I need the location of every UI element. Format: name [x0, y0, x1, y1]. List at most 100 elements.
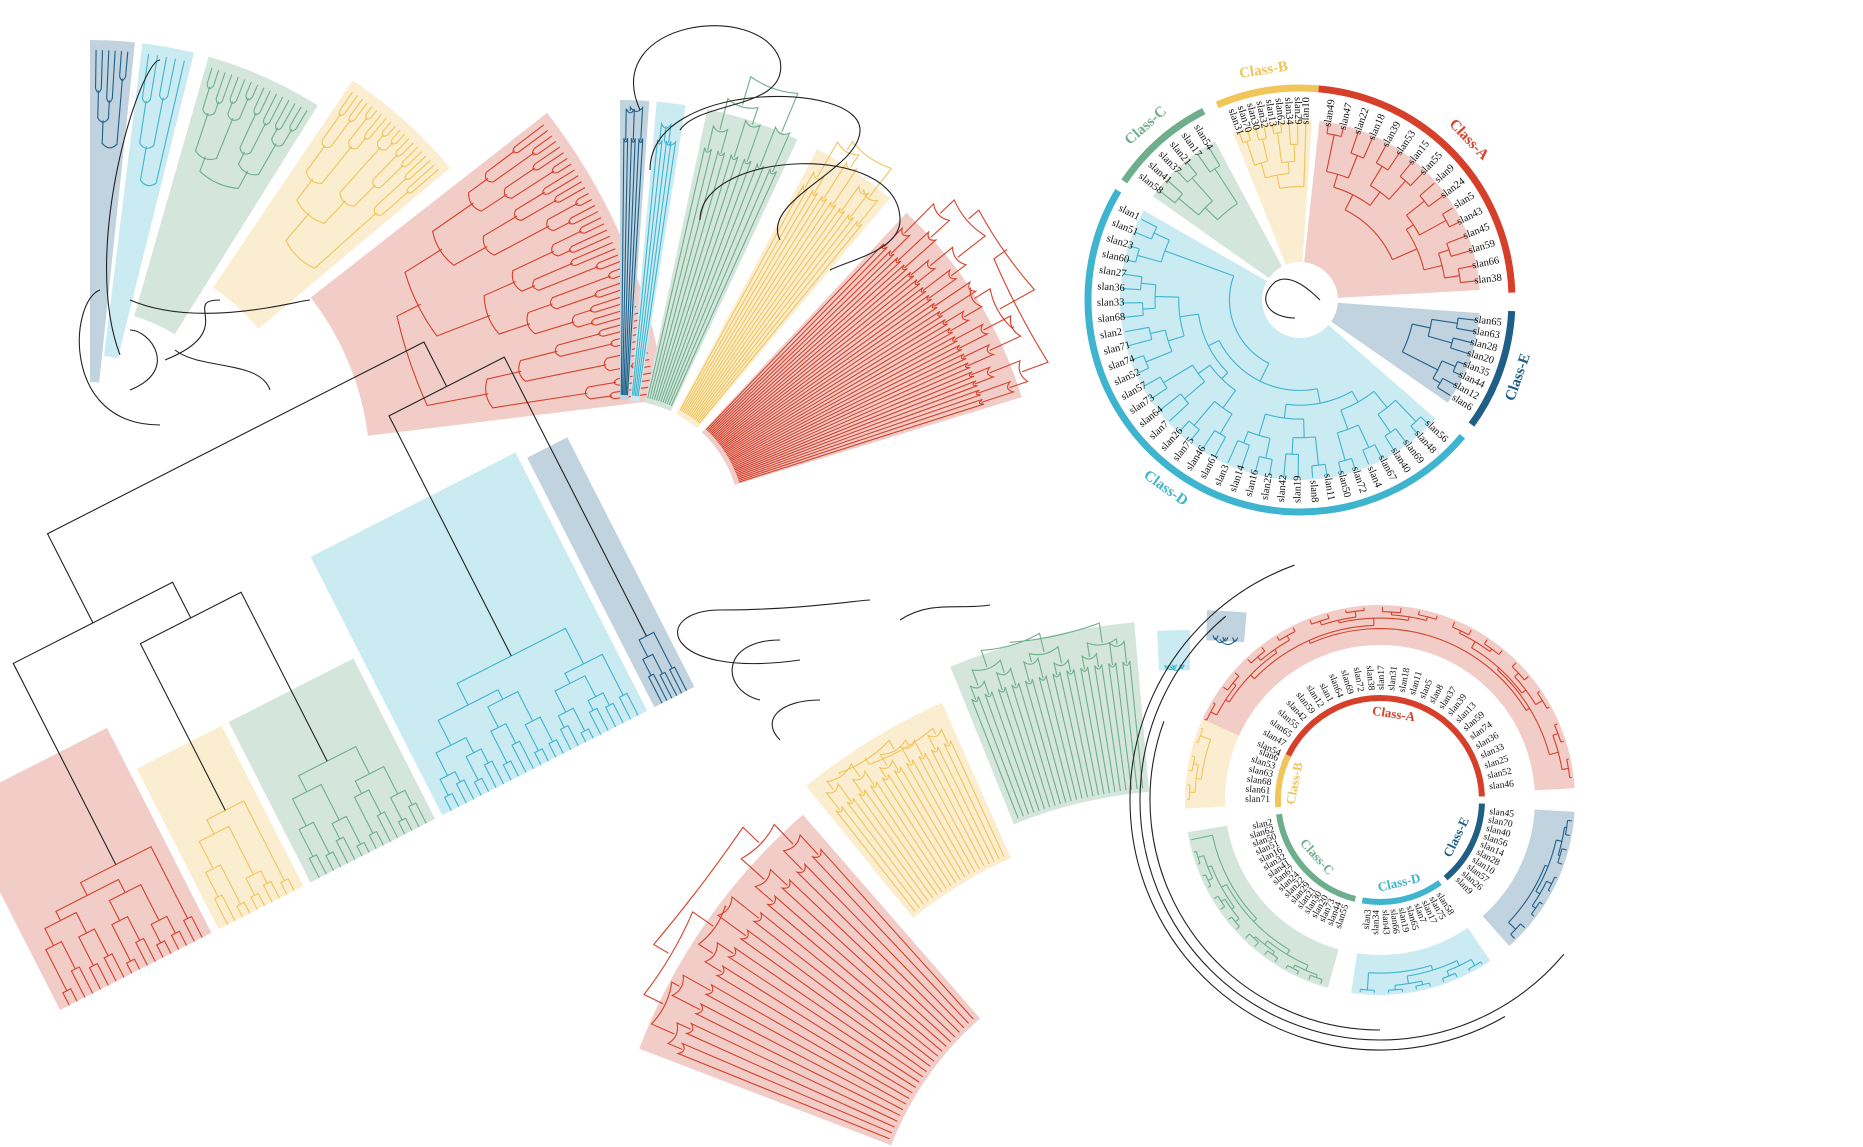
branch-arc: [1197, 314, 1229, 374]
class-block-B: [136, 725, 304, 930]
branch-curve: [780, 878, 956, 1043]
leaf-branch: [1190, 429, 1200, 441]
root-arc: [1149, 721, 1381, 1031]
branch-curve: [666, 1022, 691, 1050]
class-ring-D: [1361, 880, 1442, 905]
branch-curve: [263, 93, 284, 126]
leaf-branch: [1220, 906, 1225, 910]
branch-curve: [971, 366, 996, 385]
branch-stem: [1305, 965, 1309, 971]
branch-arc: [1249, 933, 1259, 943]
leaf-branch: [1263, 125, 1267, 139]
branch-arc: [1446, 958, 1472, 972]
branch: [473, 777, 490, 796]
branch-curve: [858, 188, 879, 225]
leaf-branch: [1240, 444, 1250, 469]
branch-curve: [401, 146, 423, 168]
branch-arc: [1333, 186, 1371, 206]
branch-curve: [631, 139, 663, 396]
leaf-branch: [1374, 444, 1383, 459]
branch-stem: [1207, 877, 1213, 881]
branch: [487, 690, 534, 728]
branch-arc: [1226, 884, 1290, 951]
leaf-branch: [1288, 122, 1291, 145]
leaf-branch: [1194, 850, 1197, 853]
subtree-D: [631, 121, 677, 397]
branch-stem: [1471, 641, 1476, 648]
branch-stem: [1535, 700, 1543, 706]
branch-arc: [1432, 360, 1443, 379]
leaf-branch: [1324, 464, 1328, 477]
branch-curve: [660, 158, 752, 403]
branch-curve: [1214, 636, 1226, 644]
branch-stem: [1168, 335, 1185, 342]
branch-curve: [139, 97, 164, 149]
class-label-B: Class-B: [1238, 59, 1289, 82]
branch-stem: [1446, 970, 1450, 977]
branch-curve: [620, 137, 629, 396]
leaf-branch: [1285, 965, 1289, 969]
subtree-C: [194, 67, 308, 190]
branch-curve: [647, 147, 712, 399]
root-branches: [78, 59, 311, 426]
subtree-C: [647, 75, 799, 407]
branch-curve: [101, 78, 123, 149]
branch: [108, 883, 160, 921]
leaf-branch: [1350, 131, 1359, 154]
branch-curve: [739, 928, 931, 1072]
branch-curve: [296, 178, 347, 225]
branch-stem: [1221, 883, 1227, 888]
subtree-B: [825, 727, 1005, 912]
branch-curve: [707, 124, 729, 154]
branch-curve: [651, 150, 726, 400]
branch-curve: [532, 262, 599, 291]
branch-curve: [1081, 652, 1100, 670]
branch-curve: [404, 155, 431, 181]
branch-curve: [363, 113, 387, 140]
branch-arc: [1211, 835, 1258, 920]
branch-stem: [1546, 880, 1552, 885]
branch: [443, 792, 460, 811]
branch-stem: [1179, 313, 1199, 318]
leaf-branch: [1130, 245, 1140, 250]
subtree-C: [1191, 834, 1323, 984]
leaf-branch: [1560, 740, 1564, 743]
leaf-branch: [1327, 614, 1330, 619]
branch-arc: [1344, 209, 1393, 260]
branch-stem: [1207, 865, 1212, 868]
branch: [150, 915, 176, 944]
branch-curve: [579, 217, 605, 234]
branch-curve: [575, 193, 592, 206]
leaf-label: slan49: [1323, 99, 1338, 128]
branch-curve: [995, 666, 1017, 691]
branch: [298, 821, 330, 857]
branch-stem: [1388, 180, 1406, 200]
branch-curve: [733, 362, 971, 471]
branch-curve: [1028, 645, 1063, 664]
branch-arc: [1510, 923, 1521, 935]
branch-curve: [511, 250, 555, 292]
branch-curve: [532, 146, 564, 171]
branch-curve: [682, 190, 819, 414]
branch-stem: [1257, 656, 1262, 661]
leaf-branch: [1202, 874, 1206, 877]
branch: [533, 748, 549, 766]
class-sector-A: [1198, 605, 1575, 791]
leaf-label: slan25: [1260, 472, 1276, 501]
branch: [439, 771, 461, 796]
leaf-branch: [1446, 235, 1467, 244]
leaf-branch: [1453, 337, 1473, 344]
branch-arc: [1531, 881, 1548, 907]
class-label-A: Class-A: [1371, 703, 1417, 725]
leaf-branch: [1254, 456, 1260, 473]
branch-stem: [1259, 363, 1270, 382]
leaf-branch: [1520, 923, 1526, 929]
branch-curve: [1212, 635, 1219, 641]
branch-curve: [348, 98, 368, 123]
branch-arc: [1178, 297, 1185, 337]
branch-curve: [851, 769, 875, 794]
subtree-C: [291, 745, 427, 879]
leaf-branch: [1399, 608, 1402, 613]
branch-curve: [634, 140, 672, 397]
subtree-E: [620, 105, 644, 396]
